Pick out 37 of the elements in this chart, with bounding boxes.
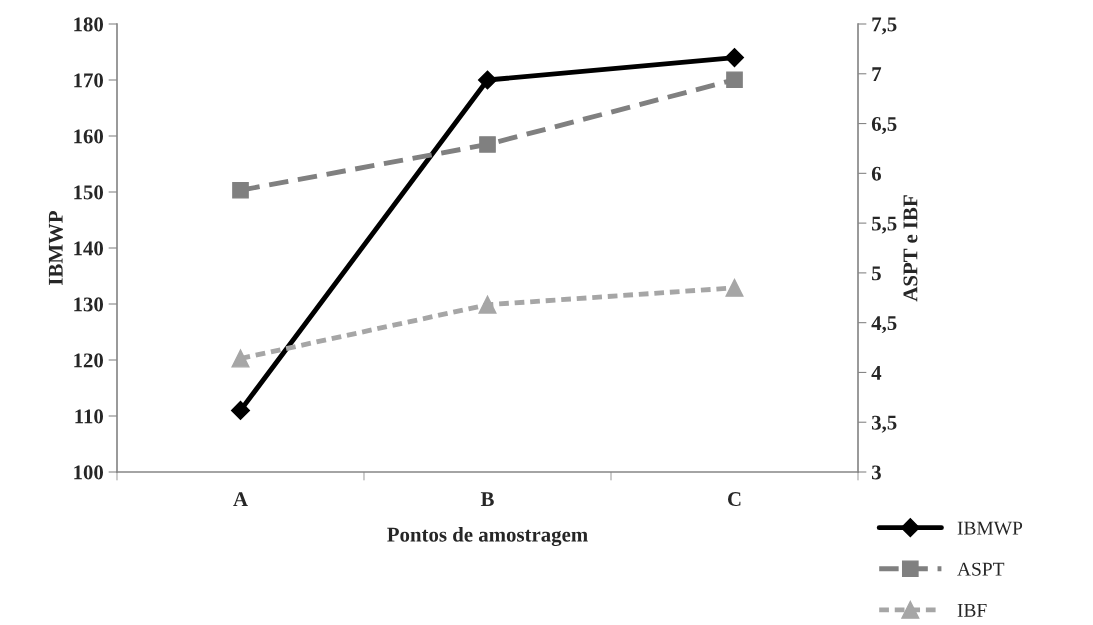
y2-tick-label: 3 <box>871 465 881 480</box>
y-axis-title: IBMWP <box>48 210 63 285</box>
x-tick-label: A <box>233 492 248 506</box>
y-tick-label: 110 <box>75 409 104 424</box>
point <box>725 278 744 297</box>
y2-tick-label: 5 <box>872 266 881 281</box>
point <box>231 349 250 368</box>
y2-tick-label: 5,5 <box>872 216 897 234</box>
legend-label: IBF <box>957 603 987 617</box>
x-tick-label: B <box>480 492 494 506</box>
y2-tick-label: 4 <box>871 365 882 380</box>
y-tick-label: 100 <box>74 465 104 480</box>
y2-tick-label: 6 <box>871 166 881 181</box>
y2-tick-label: 7,5 <box>872 17 897 35</box>
x-axis-title: Pontos de amostragem <box>387 527 588 547</box>
y2-tick-label: 3,5 <box>871 415 897 433</box>
point <box>726 71 743 89</box>
x-tick-label: C <box>728 492 741 507</box>
y-tick-label: 170 <box>74 73 104 88</box>
y-tick-label: 140 <box>74 241 104 256</box>
y-tick-label: 180 <box>74 17 104 32</box>
y2-tick-label: 7 <box>872 67 882 82</box>
y2-tick-label: 6,5 <box>871 116 897 135</box>
legend-label: IBMWP <box>957 521 1023 535</box>
point <box>230 400 251 420</box>
point <box>478 295 497 314</box>
y2-axis-title: ASPT e IBF <box>903 195 918 302</box>
point <box>232 181 249 199</box>
y-tick-label: 120 <box>74 353 104 368</box>
point <box>479 136 496 153</box>
point <box>724 48 745 68</box>
legend-label: ASPT <box>957 562 1005 576</box>
y-tick-label: 160 <box>74 129 104 144</box>
y-tick-label: 130 <box>74 297 104 312</box>
point <box>477 70 498 90</box>
y-tick-label: 150 <box>74 185 104 200</box>
y2-tick-label: 4,5 <box>871 316 897 334</box>
